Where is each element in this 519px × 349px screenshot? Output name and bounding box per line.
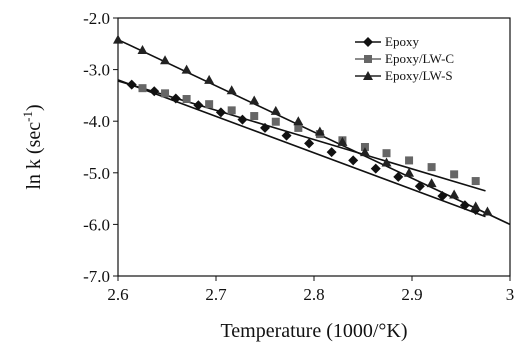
data-point [161, 89, 170, 98]
data-point [437, 191, 448, 202]
y-tick-label: -4.0 [83, 112, 110, 131]
data-point [160, 55, 171, 65]
data-point [405, 156, 414, 165]
x-tick-label: 2.8 [303, 285, 324, 304]
y-tick-label: -3.0 [83, 61, 110, 80]
data-point [137, 44, 148, 54]
data-point [281, 130, 292, 141]
data-point [170, 93, 181, 104]
data-marks [113, 34, 493, 216]
data-point [427, 163, 436, 172]
legend-label: Epoxy/LW-C [385, 51, 454, 66]
y-tick-label: -5.0 [83, 164, 110, 183]
x-tick-label: 2.7 [205, 285, 227, 304]
y-tick-label: -2.0 [83, 9, 110, 28]
data-point [113, 34, 123, 44]
data-point [182, 95, 191, 104]
data-point [470, 201, 481, 211]
data-point [426, 178, 437, 188]
data-point [237, 114, 248, 125]
data-point [314, 126, 325, 136]
data-point [304, 138, 315, 149]
data-point [381, 157, 392, 167]
y-axis-title-main: ln k (sec [23, 122, 45, 190]
data-point [193, 100, 204, 111]
trendline [117, 79, 486, 218]
data-point [227, 106, 236, 115]
data-point [449, 189, 460, 199]
legend-label: Epoxy [385, 34, 419, 49]
data-point [414, 181, 425, 192]
y-axis-title-superscript: -1 [20, 111, 35, 122]
data-point [138, 84, 147, 93]
data-point [404, 167, 415, 177]
data-point [459, 200, 470, 211]
x-axis-title: Temperature (1000/°K) [220, 320, 407, 342]
data-point [260, 122, 270, 133]
x-tick-label: 2.9 [401, 285, 422, 304]
data-point [294, 123, 303, 132]
series-group [126, 79, 481, 215]
y-axis-title: ln k (sec-1) [20, 104, 45, 189]
legend-marker [364, 55, 372, 63]
data-point [149, 86, 160, 97]
data-point [393, 171, 404, 182]
data-point [482, 206, 493, 216]
data-point [359, 147, 370, 157]
data-point [205, 100, 214, 109]
data-point [471, 177, 480, 186]
data-point [326, 147, 337, 158]
legend: Epoxy Epoxy/LW-C Epoxy/LW-S [355, 34, 454, 83]
data-point [348, 155, 359, 166]
axes: 2.6 2.7 2.8 2.9 3 -2.0 -3.0 -4.0 -5.0 -6.0 -7.0 [83, 9, 514, 304]
data-point [215, 107, 226, 118]
legend-marker [363, 71, 373, 80]
data-point [293, 116, 304, 126]
x-tick-label: 2.6 [107, 285, 128, 304]
data-point [249, 95, 260, 105]
data-point [271, 117, 280, 126]
legend-marker [363, 37, 373, 47]
data-point [370, 163, 381, 174]
data-point [204, 74, 215, 84]
series-group [138, 84, 480, 186]
data-point [450, 170, 459, 179]
y-tick-label: -6.0 [83, 215, 110, 234]
data-point [181, 64, 192, 74]
y-axis-title-close: ) [23, 104, 45, 111]
y-tick-label: -7.0 [83, 267, 110, 286]
data-point [250, 112, 259, 121]
x-tick-label: 3 [506, 285, 515, 304]
data-point [226, 85, 237, 95]
legend-label: Epoxy/LW-S [385, 68, 453, 83]
data-point [360, 143, 369, 151]
data-point [382, 149, 391, 158]
data-point [270, 105, 281, 115]
series-group [113, 34, 493, 216]
data-point [126, 79, 137, 90]
data-point [337, 136, 348, 146]
